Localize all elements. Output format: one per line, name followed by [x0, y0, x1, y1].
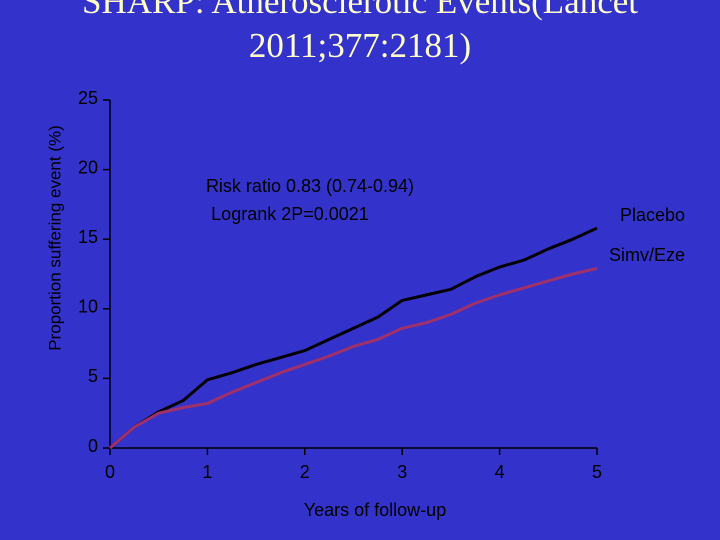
series-label: Simv/Eze [609, 245, 685, 265]
series-line [109, 266, 598, 450]
annotation: Logrank 2P=0.0021 [211, 204, 369, 224]
x-tick-label: 2 [300, 462, 310, 482]
y-tick-label: 5 [88, 366, 98, 386]
x-tick-label: 1 [202, 462, 212, 482]
x-tick-label: 4 [495, 462, 505, 482]
annotation: Risk ratio 0.83 (0.74-0.94) [206, 176, 414, 196]
x-tick-label: 5 [592, 462, 602, 482]
y-tick-label: 10 [78, 297, 98, 317]
y-tick-label: 25 [78, 88, 98, 108]
chart-title: SHARP: Atherosclerotic Events(Lancet 201… [82, 0, 638, 65]
y-tick-label: 15 [78, 227, 98, 247]
y-tick-label: 0 [88, 436, 98, 456]
x-axis-label: Years of follow-up [304, 500, 446, 520]
x-tick-label: 3 [397, 462, 407, 482]
y-tick-label: 20 [78, 157, 98, 177]
x-tick-label: 0 [105, 462, 115, 482]
y-axis-label: Proportion suffering event (%) [45, 125, 64, 351]
series-label: Placebo [620, 205, 685, 225]
series-line [109, 226, 598, 450]
